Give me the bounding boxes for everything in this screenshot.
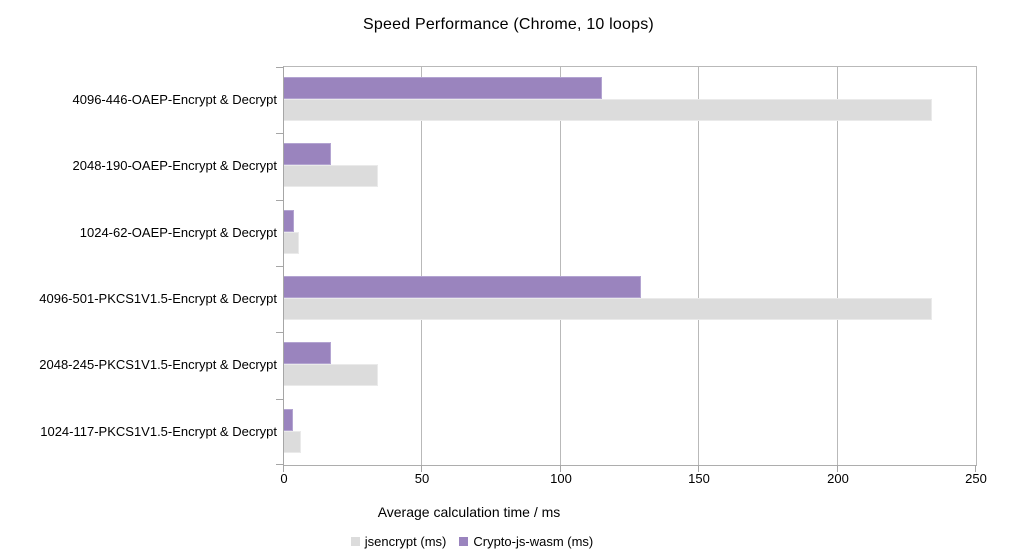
plot-area	[276, 66, 977, 472]
legend-label-1: Crypto-js-wasm (ms)	[473, 534, 594, 549]
x-axis-tick-250	[975, 465, 976, 472]
x-tick-label-250: 250	[965, 471, 987, 486]
category-label-3: 4096-501-PKCS1V1.5-Encrypt & Decrypt	[39, 290, 277, 306]
y-axis-tick-3	[276, 266, 284, 267]
category-axis-labels: 4096-446-OAEP-Encrypt & Decrypt 2048-190-…	[0, 66, 277, 464]
bar-crypto-js-wasm-0	[284, 77, 602, 99]
y-axis-tick-6	[276, 464, 284, 465]
category-label-5: 1024-117-PKCS1V1.5-Encrypt & Decrypt	[40, 423, 277, 439]
legend-item-1: Crypto-js-wasm (ms)	[459, 534, 593, 549]
category-label-4: 2048-245-PKCS1V1.5-Encrypt & Decrypt	[39, 356, 277, 372]
category-label-0: 4096-446-OAEP-Encrypt & Decrypt	[72, 91, 277, 107]
category-label-2: 1024-62-OAEP-Encrypt & Decrypt	[79, 224, 277, 240]
gridline-x-50	[421, 67, 422, 465]
x-axis-tick-0	[283, 465, 284, 472]
bar-crypto-js-wasm-5	[284, 409, 293, 431]
x-tick-label-150: 150	[688, 471, 710, 486]
legend-swatch-1	[459, 537, 469, 546]
legend-label-0: jsencrypt (ms)	[364, 534, 447, 549]
x-axis-title: Average calculation time / ms	[377, 504, 561, 520]
x-axis-tick-50	[421, 465, 422, 472]
bar-jsencrypt-4	[284, 364, 378, 386]
y-axis-tick-1	[276, 133, 284, 134]
bar-crypto-js-wasm-2	[284, 210, 294, 232]
value-axis-tick-labels: 0 50 100 150 200 250	[280, 471, 986, 487]
chart-title: Speed Performance (Chrome, 10 loops)	[363, 16, 654, 33]
bar-jsencrypt-2	[284, 232, 299, 254]
gridline-x-100	[560, 67, 561, 465]
bar-crypto-js-wasm-3	[284, 276, 641, 298]
gridline-x-150	[698, 67, 699, 465]
y-axis-tick-2	[276, 200, 284, 201]
x-tick-label-0: 0	[280, 471, 288, 486]
y-axis-tick-4	[276, 332, 284, 333]
bar-jsencrypt-1	[284, 165, 378, 187]
legend-item-0: jsencrypt (ms)	[350, 534, 447, 549]
x-axis-tick-100	[560, 465, 561, 472]
x-axis-tick-150	[698, 465, 699, 472]
bar-jsencrypt-5	[284, 431, 301, 453]
y-axis-tick-5	[276, 399, 284, 400]
legend-swatch-0	[350, 537, 360, 546]
x-tick-label-200: 200	[827, 471, 849, 486]
x-tick-label-50: 50	[414, 471, 430, 486]
category-label-1: 2048-190-OAEP-Encrypt & Decrypt	[72, 157, 277, 173]
legend: jsencrypt (ms) Crypto-js-wasm (ms)	[0, 534, 944, 549]
bar-jsencrypt-3	[284, 298, 932, 320]
bar-crypto-js-wasm-1	[284, 143, 331, 165]
gridline-x-200	[837, 67, 838, 465]
x-tick-label-100: 100	[550, 471, 572, 486]
y-axis-tick-0	[276, 67, 284, 68]
bar-crypto-js-wasm-4	[284, 342, 331, 364]
x-axis-tick-200	[837, 465, 838, 472]
bar-jsencrypt-0	[284, 99, 932, 121]
